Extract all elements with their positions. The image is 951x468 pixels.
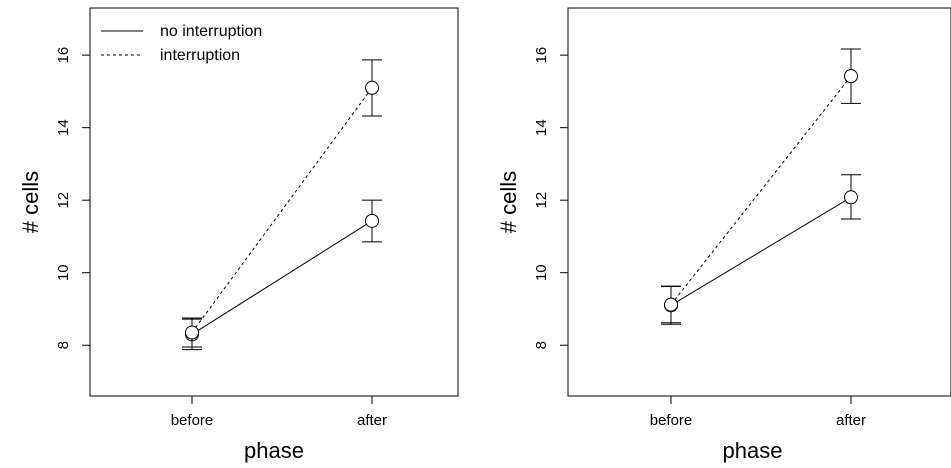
legend-label: no interruption	[160, 23, 262, 40]
y-axis: 8 10 12 14 16	[55, 47, 90, 349]
y-tick-label: 16	[533, 47, 550, 64]
series-no-interruption	[661, 174, 861, 325]
plot-frame	[89, 7, 459, 397]
series-line	[191, 87, 373, 333]
y-tick-label: 10	[55, 264, 72, 281]
y-tick-label: 8	[533, 341, 550, 349]
y-axis-title: # cells	[18, 171, 43, 233]
y-tick-label: 12	[533, 192, 550, 209]
x-tick-label: after	[357, 412, 387, 429]
x-axis: before after	[171, 396, 387, 429]
data-point	[365, 80, 379, 95]
series-line	[670, 75, 852, 305]
y-tick-label: 8	[55, 341, 72, 349]
x-axis-title: phase	[244, 438, 304, 463]
left-panel: 8 10 12 14 16 # cells before after phase no inter…	[18, 7, 459, 463]
x-tick-label: after	[836, 412, 866, 429]
data-point	[844, 190, 858, 205]
legend: no interruption interruption	[101, 23, 262, 64]
y-tick-label: 10	[533, 264, 550, 281]
data-point	[844, 69, 858, 84]
series-interruption	[661, 48, 861, 324]
y-axis-title: # cells	[496, 171, 521, 233]
series-no-interruption	[182, 199, 382, 351]
legend-label: interruption	[160, 47, 240, 64]
x-tick-label: before	[650, 412, 693, 429]
x-axis-title: phase	[723, 438, 783, 463]
plot-frame	[567, 7, 951, 397]
data-point	[664, 297, 678, 312]
data-point	[365, 213, 379, 228]
right-panel: 8 10 12 14 16 # cells before after phase	[496, 7, 951, 463]
data-point	[185, 325, 199, 340]
x-tick-label: before	[171, 412, 214, 429]
y-tick-label: 12	[55, 192, 72, 209]
series-interruption	[182, 59, 382, 348]
y-tick-label: 14	[55, 119, 72, 136]
x-axis: before after	[650, 396, 866, 429]
series-line	[670, 196, 852, 306]
y-axis: 8 10 12 14 16	[533, 47, 568, 349]
y-tick-label: 16	[55, 47, 72, 64]
y-tick-label: 14	[533, 119, 550, 136]
series-line	[191, 220, 373, 335]
